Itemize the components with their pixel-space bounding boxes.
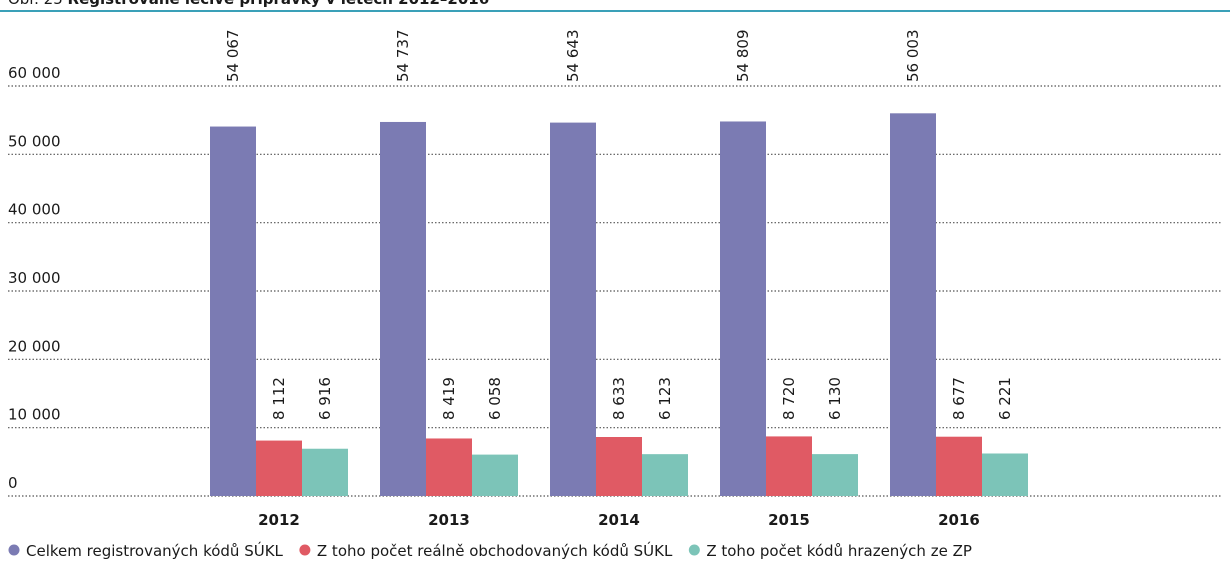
value-label: 8 112: [270, 377, 288, 420]
bar: [256, 440, 302, 496]
x-tick-label: 2012: [258, 511, 300, 529]
value-label: 6 916: [316, 377, 334, 420]
bar: [210, 126, 256, 496]
value-label: 54 067: [224, 30, 242, 83]
bar: [472, 454, 518, 496]
y-tick-label: 60 000: [8, 64, 61, 82]
value-label: 6 221: [996, 377, 1014, 420]
value-label: 8 677: [950, 377, 968, 420]
x-tick-label: 2016: [938, 511, 980, 529]
value-label: 8 419: [440, 377, 458, 420]
legend-label: Celkem registrovaných kódů SÚKL: [26, 541, 284, 560]
legend-label: Z toho počet reálně obchodovaných kódů S…: [317, 541, 673, 560]
value-label: 8 633: [610, 377, 628, 420]
value-label: 54 643: [564, 30, 582, 83]
legend-label: Z toho počet kódů hrazených ze ZP: [706, 542, 972, 560]
x-tick-label: 2015: [768, 511, 810, 529]
value-label: 6 123: [656, 377, 674, 420]
bar: [550, 122, 596, 496]
y-tick-label: 0: [8, 474, 18, 492]
bar: [720, 121, 766, 496]
bar: [982, 453, 1028, 496]
legend-swatch: [688, 544, 700, 556]
bar: [936, 436, 982, 496]
legend-swatch: [299, 544, 311, 556]
chart-title: Obr. 25 Registrované léčivé přípravky v …: [8, 0, 489, 8]
x-tick-label: 2014: [598, 511, 640, 529]
value-label: 6 058: [486, 377, 504, 420]
value-label: 6 130: [826, 377, 844, 420]
bar: [302, 448, 348, 496]
y-tick-label: 50 000: [8, 132, 61, 150]
bar: [642, 454, 688, 496]
legend-swatch: [8, 544, 20, 556]
value-label: 54 737: [394, 30, 412, 83]
value-label: 54 809: [734, 30, 752, 83]
figure-label: Obr. 25: [8, 0, 63, 8]
bar: [766, 436, 812, 496]
y-tick-label: 20 000: [8, 337, 61, 355]
value-label: 56 003: [904, 30, 922, 83]
title-text: Registrované léčivé přípravky v letech 2…: [68, 0, 490, 8]
y-tick-label: 40 000: [8, 201, 61, 219]
y-tick-label: 30 000: [8, 269, 61, 287]
bar: [890, 113, 936, 496]
bar: [380, 121, 426, 496]
bar: [812, 454, 858, 496]
x-tick-label: 2013: [428, 511, 470, 529]
bar: [596, 437, 642, 496]
value-label: 8 720: [780, 377, 798, 420]
y-tick-label: 10 000: [8, 406, 61, 424]
bar: [426, 438, 472, 496]
